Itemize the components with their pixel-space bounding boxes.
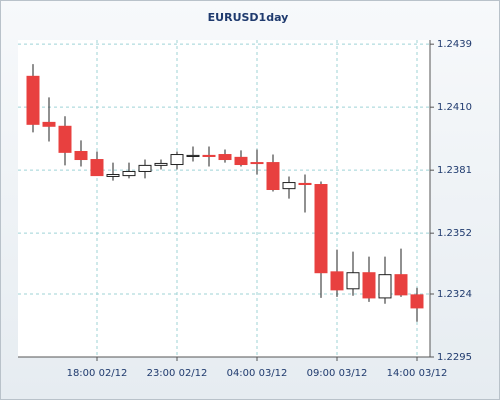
x-tick-label: 04:00 03/12 <box>227 368 288 379</box>
candle-body <box>154 162 168 166</box>
candle-body <box>122 170 136 177</box>
y-tick-label: 1.2295 <box>437 352 472 363</box>
candle-body <box>330 271 344 291</box>
candle-body <box>186 154 200 157</box>
candle-body <box>170 154 184 166</box>
y-tick-label: 1.2381 <box>437 165 472 176</box>
x-tick-label: 14:00 03/12 <box>387 368 448 379</box>
y-tick-label: 1.2410 <box>437 102 472 113</box>
x-tick-label: 09:00 03/12 <box>307 368 368 379</box>
candle-body <box>266 162 280 191</box>
candle-body <box>74 150 88 161</box>
candle-body <box>298 182 312 186</box>
candle-body <box>218 154 232 161</box>
candle-body <box>90 159 104 177</box>
y-tick-label: 1.2352 <box>437 228 472 239</box>
candle-body <box>346 272 360 290</box>
x-tick-label: 23:00 02/12 <box>147 368 208 379</box>
candle-body <box>378 274 392 299</box>
candle-body <box>138 164 152 172</box>
candle-body <box>202 154 216 157</box>
candle-body <box>42 121 56 127</box>
candle-body <box>394 274 408 296</box>
candle-body <box>410 294 424 309</box>
candle-body <box>106 174 120 177</box>
candle-body <box>314 184 328 274</box>
candle-body <box>234 156 248 166</box>
candle-body <box>282 182 296 190</box>
candle-body <box>26 75 40 125</box>
candle-body <box>362 272 376 299</box>
plot-area <box>18 40 430 357</box>
candle-body <box>250 162 264 165</box>
y-tick-label: 1.2439 <box>437 39 472 50</box>
x-tick-label: 18:00 02/12 <box>67 368 128 379</box>
candle-body <box>58 125 72 153</box>
chart-title: EURUSD1day <box>208 11 289 24</box>
y-tick-label: 1.2324 <box>437 289 472 300</box>
